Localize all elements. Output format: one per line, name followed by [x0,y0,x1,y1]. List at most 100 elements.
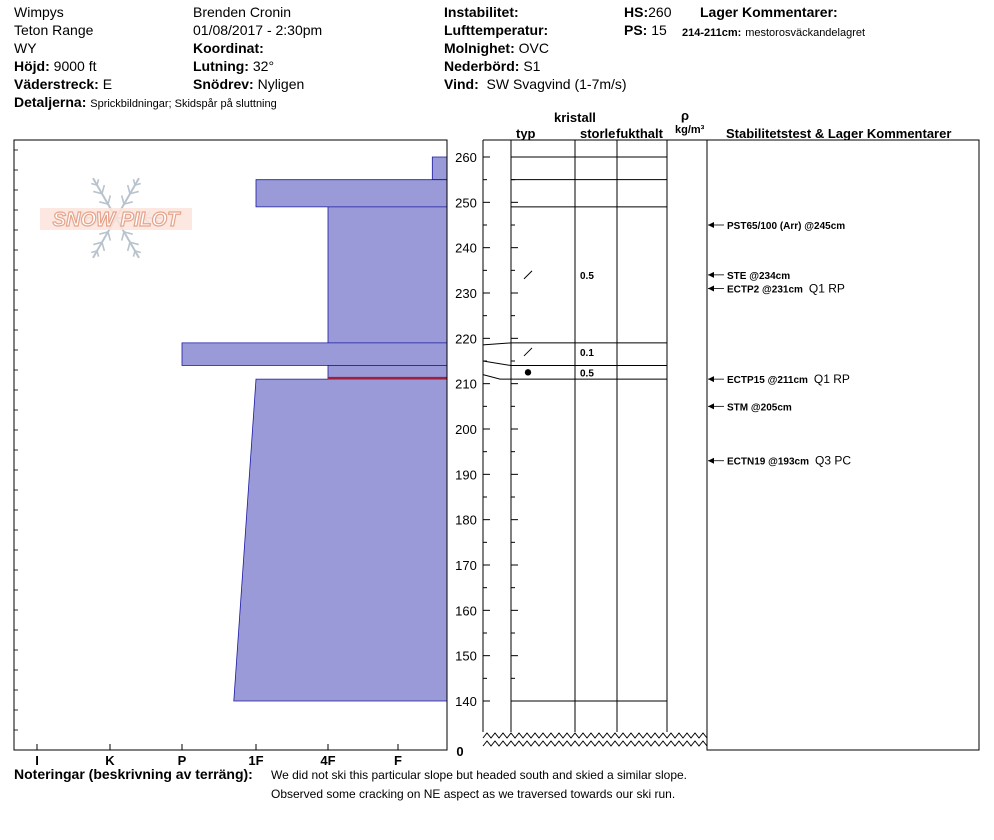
grain-type-decomposing [523,270,533,280]
snowflake-branch [126,242,131,252]
snowflake-branch [101,184,106,194]
datetime: 01/08/2017 - 2:30pm [193,22,323,38]
snowflake-branch [96,179,100,186]
layer-comment-text: mestorosväckandelagret [745,27,866,39]
logo-band [40,208,192,230]
depth-tick-label: 260 [455,150,477,165]
location: Wimpys [14,4,64,20]
depth-tick-label: 180 [455,513,477,528]
layer-comments-label: Lager Kommentarer: [700,4,838,20]
axis-break [482,740,708,747]
snowflake-branch [134,250,142,254]
depth-tick-label: 250 [455,195,477,210]
depth-tick-label: 210 [455,377,477,392]
aspect-row: Väderstreck: E [14,76,112,93]
depth-tick-label: 200 [455,422,477,437]
snowflake-branch [107,195,112,205]
snowflake-branch [120,195,125,205]
hardness-frame [13,139,448,751]
layer-connector [482,360,512,367]
drift-value: Nyligen [257,76,305,92]
precip-value: S1 [523,58,541,74]
stability-arrowhead [708,403,714,410]
hardness-bar [327,206,448,344]
stability-test-label: ECTN19 @193cm [727,457,809,468]
stability-arrowhead [708,271,714,278]
aspect-value: E [102,76,113,92]
density-unit-header: kg/m³ [675,124,705,136]
chart-labels: I K P 1F 4F F 260 250 240 230 220 210 200 190 180 170 16… [35,150,851,768]
height-label: Höjd: [14,58,50,74]
ps-label: PS: [624,22,648,38]
type-header: typ [516,126,536,141]
wind-value: SW Svagvind (1-7m/s) [486,76,627,92]
hs-label: HS: [624,4,649,20]
drift-label: Snödrev: [193,76,254,92]
hardness-bar [181,342,448,366]
hardness-tick-label: F [394,753,402,768]
depth-tick-label: 220 [455,331,477,346]
height-row: Höjd: 9000 ft [14,58,96,75]
sky-label: Molnighet: [444,40,515,56]
depth-zero-label: 0 [456,744,463,759]
stability-test-extra: Q1 RP [809,281,845,295]
chart-frame [13,139,980,751]
snowflake-branch [99,201,109,205]
wind-row: Vind: SW Svagvind (1-7m/s) [444,76,627,93]
grain-type-rounded [524,369,532,376]
depth-tick-label: 190 [455,467,477,482]
airtemp-label: Lufttemperatur: [444,22,549,38]
depth-tick-label: 170 [455,558,477,573]
details-label: Detaljerna: [14,94,87,110]
notes-line1: We did not ski this particular slope but… [271,768,688,782]
hardness-bar [431,156,448,181]
hardness-tick-label: I [35,753,39,768]
snowflake-branch [132,250,136,257]
grain-size-label: 0.5 [580,368,594,379]
snowflake-branch [99,231,109,235]
ps-value: 15 [651,22,667,38]
snowpilot-logo: SNOW PILOT [40,177,192,259]
notes-label: Noteringar (beskrivning av terräng): [14,766,253,782]
layer-connector [482,374,511,380]
stability-arrowhead [708,222,714,228]
snowflake-branch [90,182,98,186]
stability-test-label: STM @205cm [727,402,792,413]
stability-test-label: STE @234cm [727,271,790,282]
snowflake-branch [132,179,136,186]
rho-header: ρ [681,108,690,123]
depth-tick-label: 150 [455,649,477,664]
stability-test-label: ECTP15 @211cm [727,375,808,386]
snowflake-branch [123,231,133,235]
hardness-tick-label: K [105,753,115,768]
precip-row: Nederbörd: S1 [444,58,540,75]
slope-value: 32° [252,58,275,74]
stability-test-label: PST65/100 (Arr) @245cm [727,221,845,232]
stability-arrowhead [708,376,714,383]
hardness-tick-label: 4F [320,753,335,768]
wind-label: Vind: [444,76,479,92]
height-value: 9000 ft [53,58,97,74]
sky-value: OVC [518,40,549,56]
notes-line2: Observed some cracking on NE aspect as w… [271,787,676,801]
hardness-profile [181,156,448,702]
depth-tick-label: 230 [455,286,477,301]
instability-label: Instabilitet: [444,4,519,20]
details-row: Detaljerna: Sprickbildningar; Skidspår p… [14,94,277,113]
crystal-header: kristall [554,110,596,125]
stability-test-extra: Q3 PC [815,454,851,468]
hardness-tick-label: 1F [248,753,263,768]
snowflake-branch [107,231,112,241]
details-value: Sprickbildningar; Skidspår på sluttning [90,98,277,110]
range: Teton Range [14,22,94,38]
state: WY [14,40,37,56]
hardness-bar [233,378,448,702]
moisture-header: fukthalt [616,126,663,141]
coord-label: Koordinat: [193,40,264,56]
layer-comment: 214-211cm: mestorosväckandelagret [682,23,865,42]
snowflake-branch [90,250,98,254]
observer: Brenden Cronin [193,4,292,20]
stability-test-label: ECTP2 @231cm [727,284,803,295]
stability-arrowhead [708,457,714,464]
